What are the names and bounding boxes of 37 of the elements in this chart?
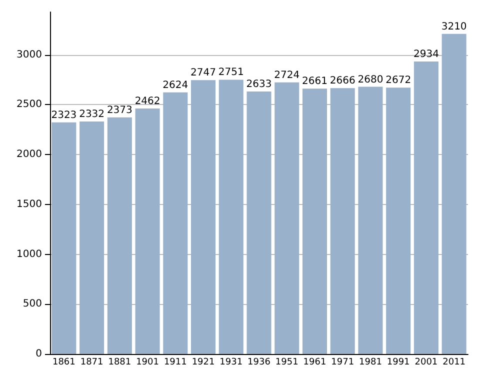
y-tick-label: 500 [22,298,42,310]
x-tick-label: 1951 [275,358,298,368]
x-tick-label: 1921 [192,358,215,368]
x-tick-label: 1936 [248,358,271,368]
data-label: 2747 [190,68,216,79]
x-tick-label: 1991 [386,358,410,368]
x-tick-label: 1911 [164,358,187,368]
data-label: 2633 [246,78,272,90]
data-label: 2680 [358,74,384,86]
x-tick-label: 1971 [331,358,354,368]
data-label: 2462 [134,96,160,108]
data-label: 2934 [413,48,439,60]
x-tick-label: 1931 [220,358,243,368]
y-tick-label: 2000 [16,149,42,160]
x-tick-label: 1901 [136,358,159,368]
data-label: 2624 [162,80,188,91]
data-label: 2661 [302,76,328,88]
x-tick-label: 1961 [303,358,326,368]
data-label: 3210 [441,21,467,32]
x-tick-label: 1871 [80,358,104,368]
x-tick-label: 1981 [359,358,382,368]
x-tick-label: 1861 [52,358,76,368]
x-tick-label: 2001 [414,358,438,368]
data-label: 2323 [51,110,77,121]
data-label: 2751 [218,67,244,78]
data-label: 2672 [386,75,412,86]
x-tick-label: 1881 [108,358,132,368]
data-label: 2332 [79,108,105,120]
y-tick-label: 0 [36,348,42,360]
data-label: 2373 [106,104,132,116]
data-label: 2666 [330,76,356,87]
y-tick-label: 1000 [16,248,42,260]
y-tick-label: 3000 [16,49,42,60]
data-label: 2724 [274,70,300,81]
y-tick-label: 2500 [16,99,42,110]
y-tick-label: 1500 [16,198,42,210]
x-tick-label: 2011 [442,358,466,368]
